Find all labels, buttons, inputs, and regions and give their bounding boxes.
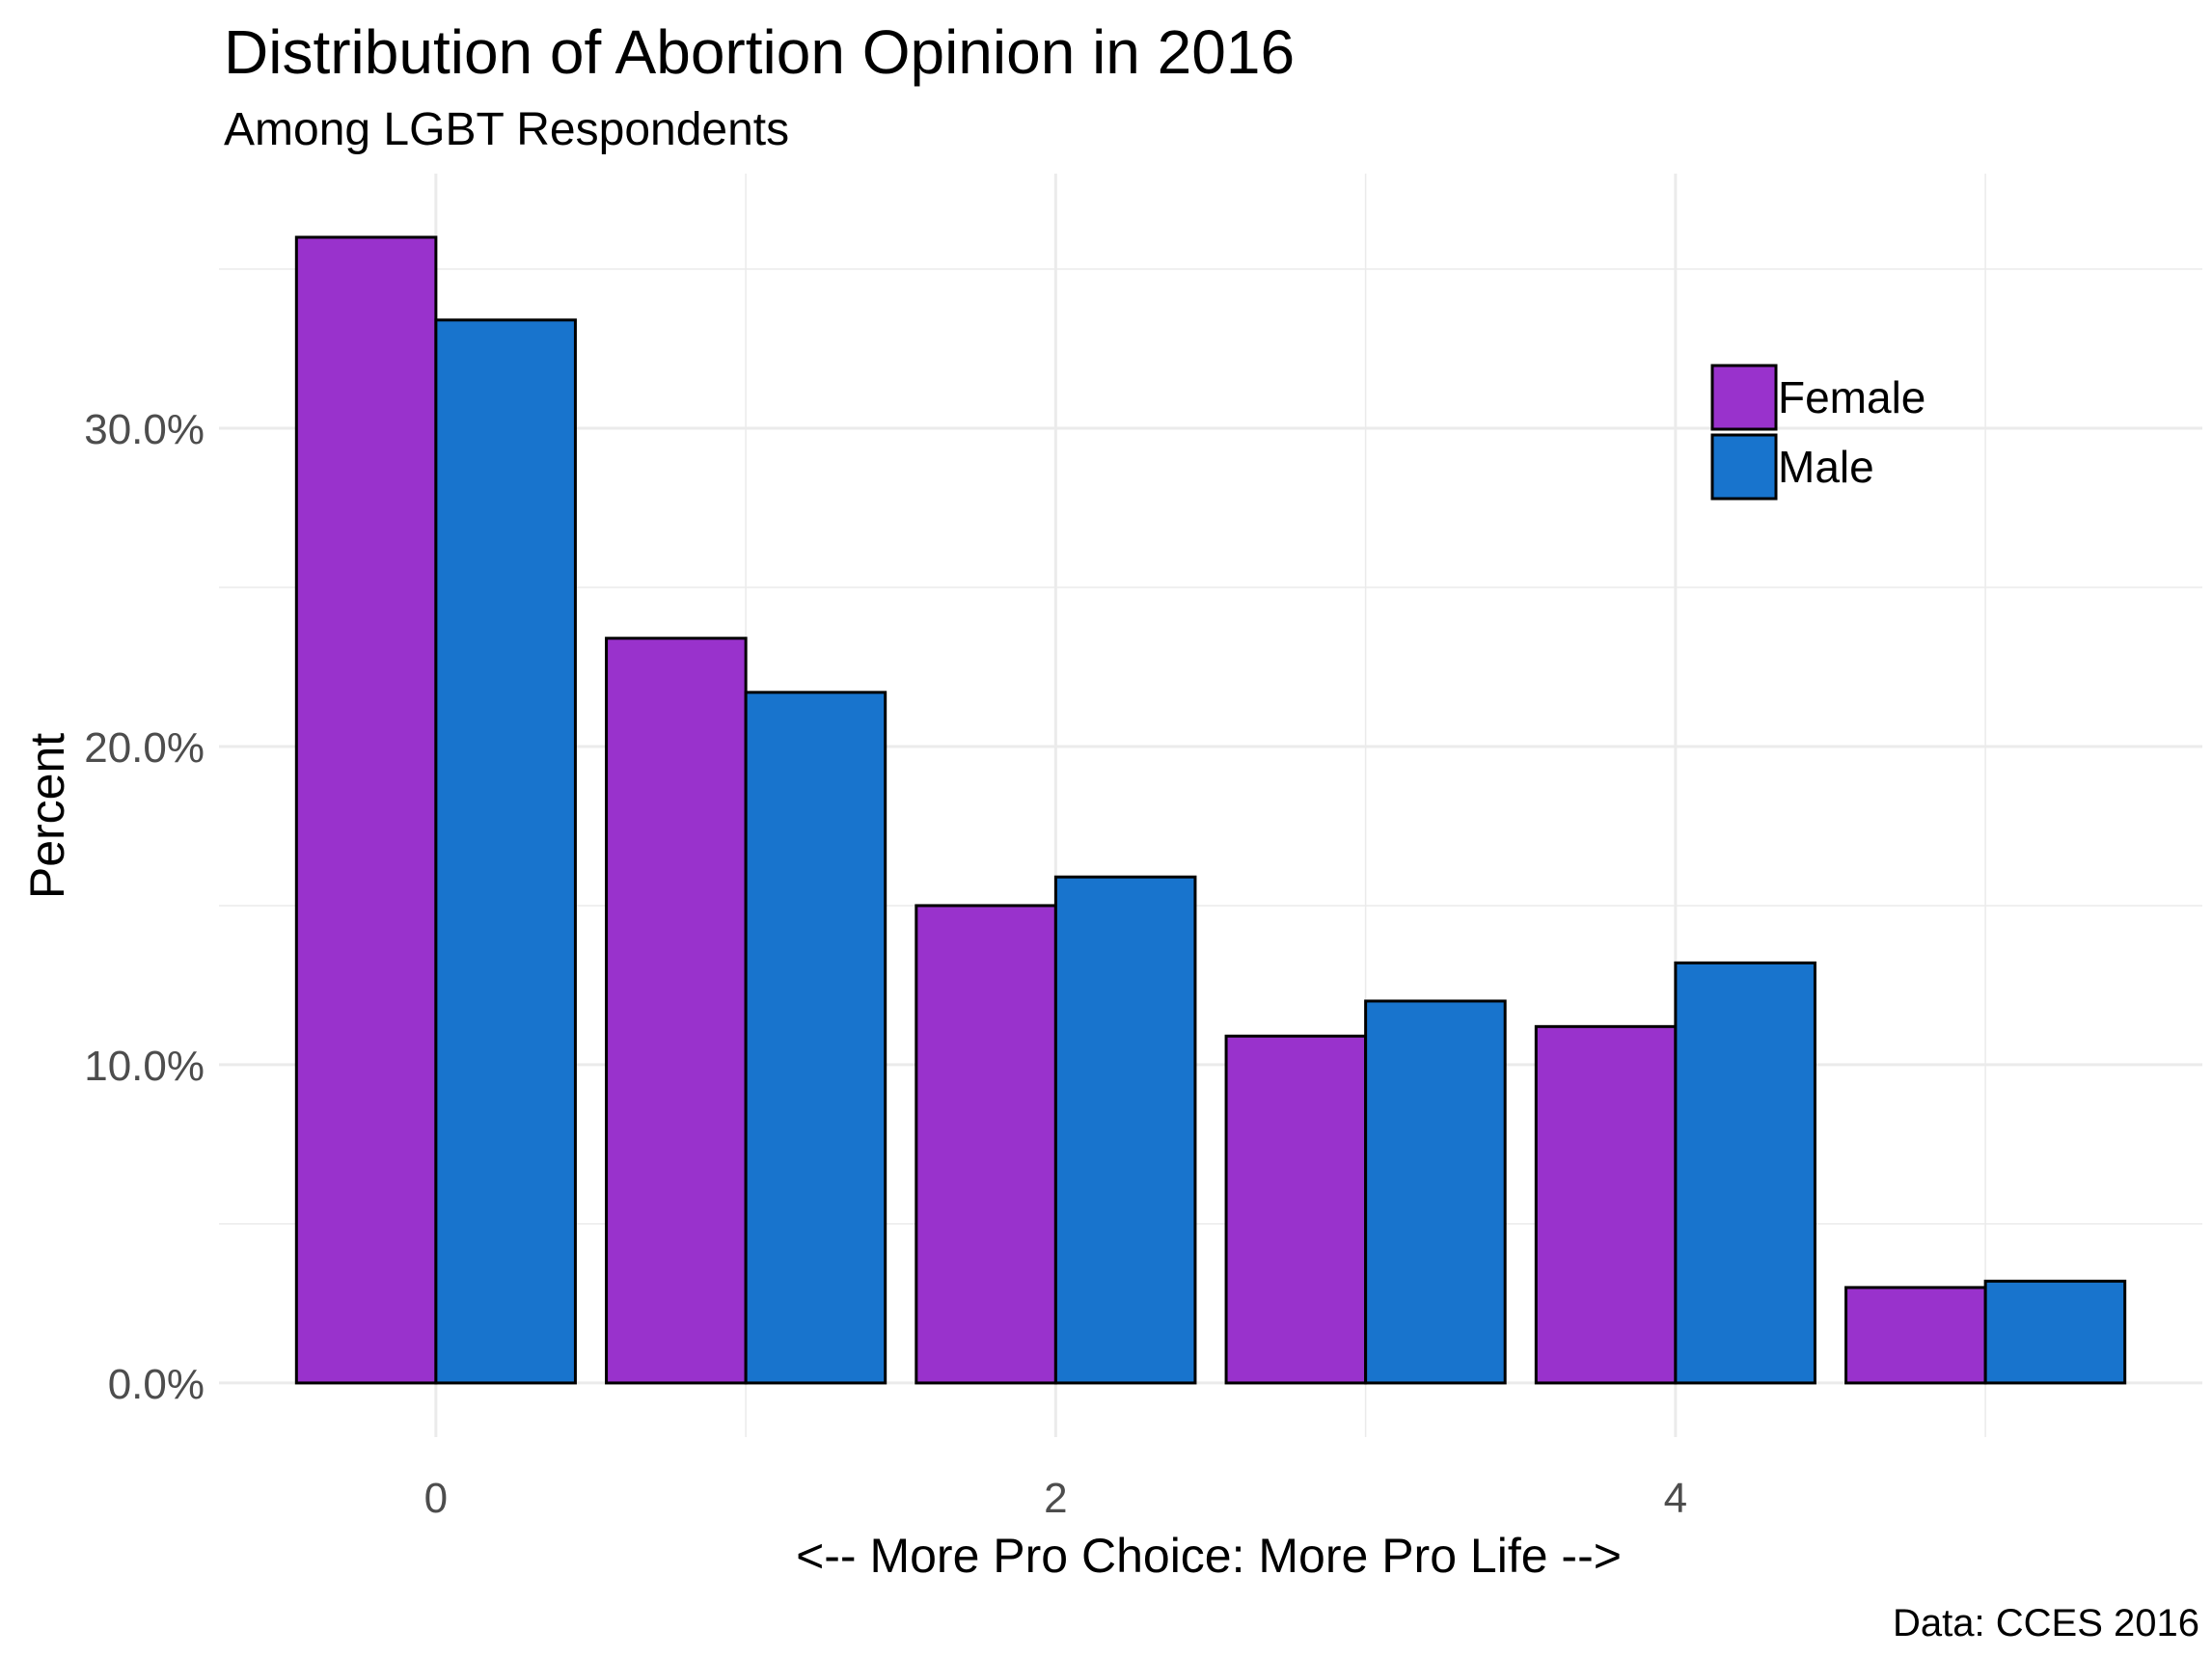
bar-female-2 (915, 904, 1057, 1385)
legend-label-female: Female (1778, 372, 1925, 422)
legend-key-male (1710, 433, 1778, 501)
bar-female-5 (1844, 1286, 1987, 1385)
x-tick-label: 0 (424, 1475, 448, 1522)
y-axis-label: Percent (20, 733, 74, 899)
bar-male-5 (1983, 1279, 2127, 1385)
bar-female-4 (1534, 1024, 1678, 1385)
legend-label-male: Male (1778, 442, 1874, 492)
legend-key-female (1710, 364, 1778, 431)
bar-male-2 (1053, 875, 1197, 1385)
bar-female-0 (294, 235, 438, 1385)
bar-male-3 (1364, 999, 1507, 1385)
y-tick-label: 10.0% (84, 1043, 205, 1090)
y-tick-label: 0.0% (108, 1361, 205, 1408)
bar-male-4 (1674, 961, 1816, 1385)
y-axis-ticks: 0.0% 10.0% 20.0% 30.0% (84, 406, 205, 1408)
chart-title: Distribution of Abortion Opinion in 2016 (224, 17, 1295, 87)
bar-female-1 (605, 637, 748, 1385)
bar-male-1 (744, 691, 888, 1385)
x-tick-label: 4 (1664, 1475, 1687, 1522)
x-axis-label: <-- More Pro Choice: More Pro Life --> (796, 1529, 1622, 1583)
bar-female-3 (1224, 1034, 1368, 1385)
bar-male-0 (434, 318, 577, 1385)
legend: Female Male (1710, 364, 1925, 501)
bars (294, 235, 2127, 1385)
y-tick-label: 30.0% (84, 406, 205, 453)
y-tick-label: 20.0% (84, 724, 205, 772)
x-tick-label: 2 (1044, 1475, 1067, 1522)
x-axis-ticks: 0 2 4 (424, 1475, 1687, 1522)
chart-subtitle: Among LGBT Respondents (224, 104, 789, 155)
caption: Data: CCES 2016 (1893, 1602, 2199, 1644)
